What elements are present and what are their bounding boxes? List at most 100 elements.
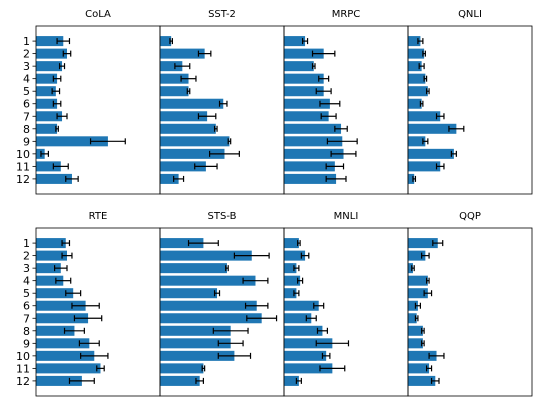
panel-title-cola: CoLA [85, 9, 111, 20]
error-bar-qqp-2 [421, 252, 430, 259]
y-tick-label-1-7: 7 [23, 110, 30, 123]
bar-qnli-11 [408, 161, 441, 172]
error-bar-sst-2-11 [194, 163, 218, 170]
error-bar-sst-2-6 [218, 100, 228, 107]
bar-qnli-5 [408, 86, 428, 97]
error-bar-cola-12 [65, 175, 79, 182]
error-bar-sst-2-8 [213, 125, 218, 132]
bar-mrpc-1 [284, 36, 306, 47]
bar-mnli-9 [284, 338, 333, 349]
error-bar-qnli-8 [448, 125, 465, 132]
panel-title-sts-b: STS-B [208, 211, 237, 222]
error-bar-qqp-10 [428, 352, 445, 359]
error-bar-rte-8 [63, 327, 85, 334]
y-tick-label-1-11: 11 [16, 160, 30, 173]
error-bar-cola-8 [55, 125, 59, 132]
bar-mrpc-10 [284, 148, 344, 159]
error-bar-sts-b-11 [201, 365, 206, 372]
bar-sst-2-5 [160, 86, 189, 97]
error-bar-sst-2-2 [197, 50, 212, 57]
bar-mnli-6 [284, 300, 319, 311]
error-bar-mnli-5 [293, 290, 300, 297]
error-bar-qnli-5 [426, 88, 430, 95]
bar-rte-9 [36, 338, 90, 349]
bar-sts-b-5 [160, 288, 218, 299]
error-bar-qnli-12 [412, 175, 417, 182]
error-bar-sst-2-12 [173, 175, 185, 182]
error-bar-qnli-4 [423, 75, 428, 82]
error-bar-mrpc-2 [311, 50, 336, 57]
bar-qnli-2 [408, 48, 425, 59]
error-bar-sts-b-4 [242, 277, 269, 284]
error-bar-qqp-12 [430, 377, 440, 384]
error-bar-cola-9 [89, 138, 126, 145]
bar-mrpc-8 [284, 123, 342, 134]
bar-cola-12 [36, 173, 72, 184]
bar-sst-2-10 [160, 148, 225, 159]
panel-title-mrpc: MRPC [332, 9, 361, 20]
error-bar-sts-b-5 [213, 290, 221, 297]
y-tick-label-2-10: 10 [16, 350, 30, 363]
bar-rte-6 [36, 300, 86, 311]
error-bar-mnli-4 [297, 277, 304, 284]
error-bar-rte-3 [53, 265, 68, 272]
error-bar-mrpc-12 [325, 175, 347, 182]
error-bar-mrpc-8 [334, 125, 348, 132]
panel-frame-qqp [407, 227, 533, 397]
error-bar-qqp-11 [426, 365, 433, 372]
bar-qqp-10 [408, 350, 437, 361]
bar-mnli-12 [284, 375, 299, 386]
error-bar-cola-6 [52, 100, 62, 107]
bar-qqp-1 [408, 238, 438, 249]
error-bar-mrpc-6 [319, 100, 341, 107]
bar-qqp-11 [408, 363, 430, 374]
bar-cola-5 [36, 86, 56, 97]
error-bar-mnli-6 [313, 302, 325, 309]
error-bar-mrpc-4 [318, 75, 330, 82]
y-tick-label-2-8: 8 [23, 325, 30, 338]
bar-cola-8 [36, 123, 58, 134]
bar-mnli-11 [284, 363, 333, 374]
bar-mrpc-3 [284, 61, 314, 72]
error-bar-rte-2 [61, 252, 73, 259]
bar-qnli-10 [408, 148, 454, 159]
bar-mnli-8 [284, 325, 323, 336]
error-bar-mnli-3 [293, 265, 300, 272]
bar-qqp-5 [408, 288, 428, 299]
error-bar-rte-5 [65, 290, 82, 297]
bar-mnli-2 [284, 250, 306, 261]
bar-sst-2-9 [160, 136, 230, 147]
bar-sst-2-7 [160, 111, 208, 122]
y-tick-label-1-1: 1 [23, 35, 30, 48]
bar-rte-4 [36, 275, 64, 286]
y-tick-label-2-3: 3 [23, 262, 30, 275]
panel-title-qnli: QNLI [458, 9, 482, 20]
y-tick-label-1-9: 9 [23, 135, 30, 148]
error-bar-cola-10 [40, 150, 50, 157]
error-bar-mnli-9 [315, 340, 350, 347]
y-tick-label-2-2: 2 [23, 250, 30, 263]
error-bar-mrpc-11 [325, 163, 345, 170]
error-bar-sts-b-3 [225, 265, 229, 272]
bar-rte-11 [36, 363, 101, 374]
error-bar-sst-2-10 [209, 150, 240, 157]
bar-sst-2-3 [160, 61, 183, 72]
bar-cola-4 [36, 73, 58, 84]
bar-rte-2 [36, 250, 67, 261]
error-bar-sts-b-10 [217, 352, 252, 359]
error-bar-sts-b-12 [195, 377, 204, 384]
y-tick-label-2-5: 5 [23, 287, 30, 300]
bar-cola-2 [36, 48, 67, 59]
error-bar-rte-9 [78, 340, 100, 347]
bar-qqp-7 [408, 313, 417, 324]
bar-sts-b-7 [160, 313, 262, 324]
bar-sst-2-12 [160, 173, 179, 184]
error-bar-rte-1 [61, 240, 71, 247]
error-bar-mrpc-1 [302, 38, 309, 45]
y-tick-label-2-4: 4 [23, 275, 30, 288]
bar-rte-12 [36, 375, 82, 386]
error-bar-sst-2-3 [174, 63, 191, 70]
y-tick-label-2-7: 7 [23, 312, 30, 325]
bar-qnli-8 [408, 123, 457, 134]
error-bar-sts-b-1 [187, 240, 219, 247]
